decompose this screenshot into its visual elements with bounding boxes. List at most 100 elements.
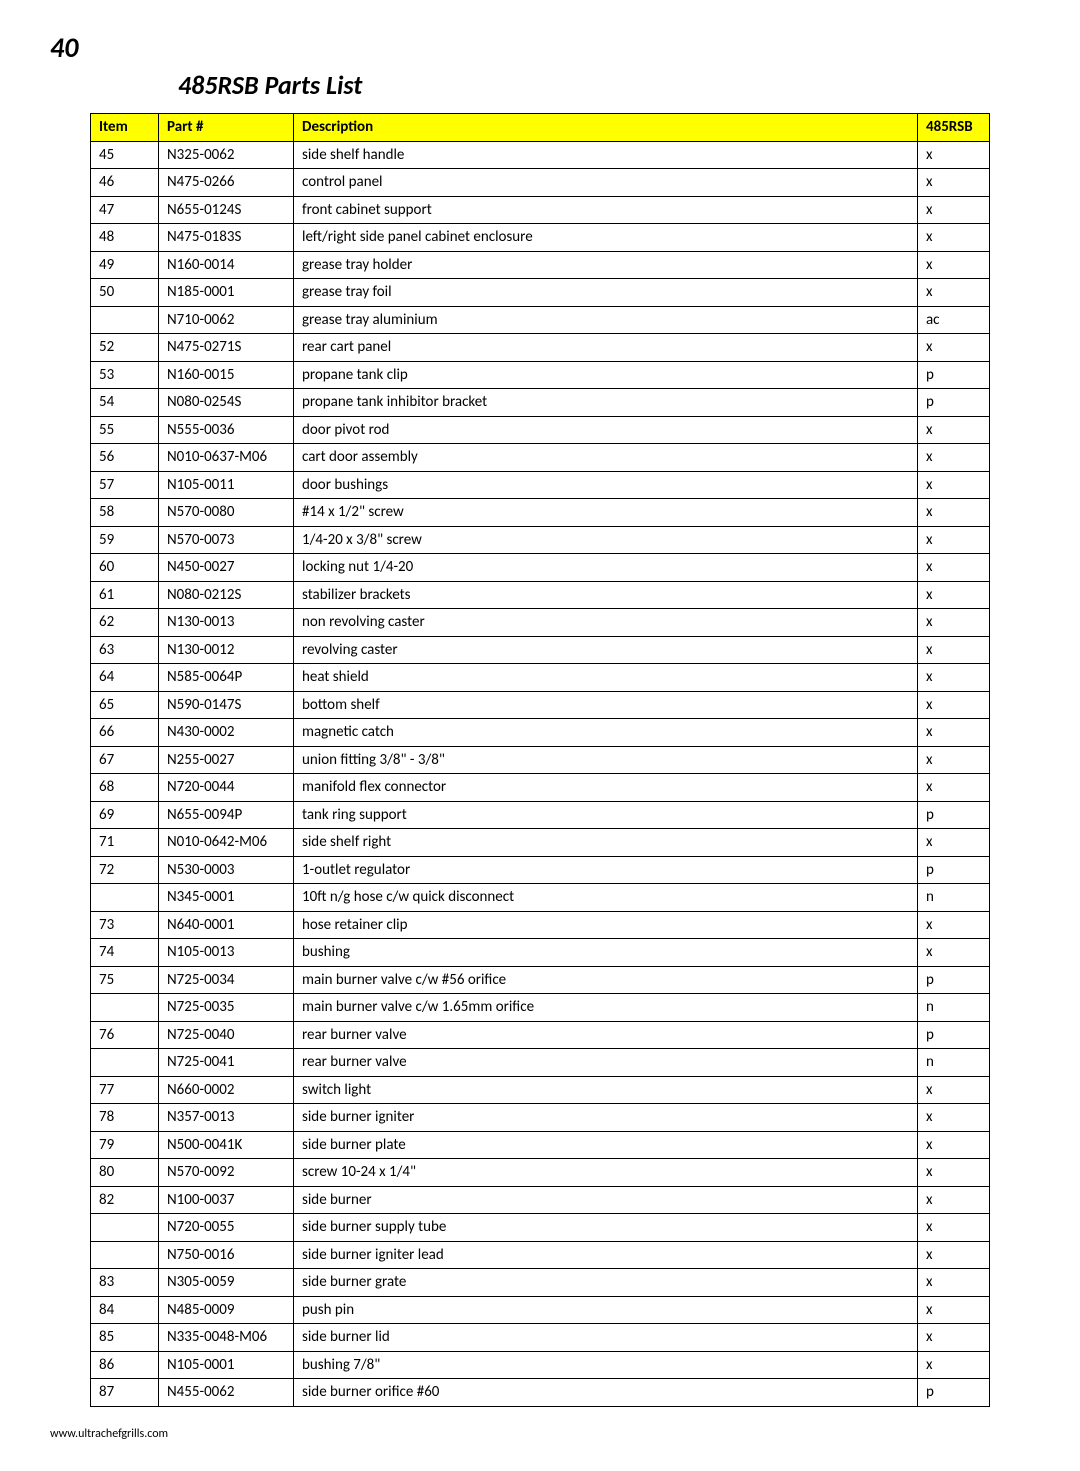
- cell-part: N720-0044: [159, 774, 294, 802]
- cell-rsb: x: [918, 719, 990, 747]
- cell-part: N160-0014: [159, 251, 294, 279]
- cell-item: 64: [91, 664, 159, 692]
- table-row: 74N105-0013bushingx: [91, 939, 990, 967]
- cell-desc: revolving caster: [294, 636, 918, 664]
- cell-rsb: p: [918, 361, 990, 389]
- cell-desc: front cabinet support: [294, 196, 918, 224]
- cell-desc: side burner igniter: [294, 1104, 918, 1132]
- cell-desc: non revolving caster: [294, 609, 918, 637]
- cell-rsb: p: [918, 389, 990, 417]
- cell-desc: propane tank inhibitor bracket: [294, 389, 918, 417]
- table-row: 77N660-0002switch lightx: [91, 1076, 990, 1104]
- cell-rsb: p: [918, 801, 990, 829]
- cell-desc: side burner igniter lead: [294, 1241, 918, 1269]
- table-row: 86N105-0001bushing 7/8"x: [91, 1351, 990, 1379]
- cell-item: 60: [91, 554, 159, 582]
- cell-rsb: x: [918, 169, 990, 197]
- cell-rsb: x: [918, 526, 990, 554]
- col-header-rsb: 485RSB: [918, 114, 990, 142]
- cell-rsb: x: [918, 1186, 990, 1214]
- cell-desc: grease tray aluminium: [294, 306, 918, 334]
- cell-part: N570-0092: [159, 1159, 294, 1187]
- col-header-desc: Description: [294, 114, 918, 142]
- cell-rsb: p: [918, 856, 990, 884]
- page-number: 40: [50, 30, 990, 65]
- cell-item: 84: [91, 1296, 159, 1324]
- cell-rsb: x: [918, 939, 990, 967]
- cell-part: N725-0035: [159, 994, 294, 1022]
- table-row: N710-0062grease tray aluminiumac: [91, 306, 990, 334]
- table-row: 46N475-0266control panelx: [91, 169, 990, 197]
- cell-item: 63: [91, 636, 159, 664]
- cell-rsb: x: [918, 636, 990, 664]
- table-row: 67N255-0027union fitting 3/8" - 3/8"x: [91, 746, 990, 774]
- cell-rsb: x: [918, 499, 990, 527]
- cell-desc: rear cart panel: [294, 334, 918, 362]
- table-row: N725-0041rear burner valven: [91, 1049, 990, 1077]
- table-row: 53N160-0015propane tank clipp: [91, 361, 990, 389]
- table-row: N720-0055side burner supply tubex: [91, 1214, 990, 1242]
- cell-item: 69: [91, 801, 159, 829]
- table-row: 61N080-0212Sstabilizer bracketsx: [91, 581, 990, 609]
- cell-desc: grease tray foil: [294, 279, 918, 307]
- cell-item: 85: [91, 1324, 159, 1352]
- cell-desc: #14 x 1/2" screw: [294, 499, 918, 527]
- cell-rsb: x: [918, 471, 990, 499]
- cell-item: 87: [91, 1379, 159, 1407]
- cell-item: [91, 1214, 159, 1242]
- cell-item: 66: [91, 719, 159, 747]
- cell-item: [91, 994, 159, 1022]
- cell-part: N080-0212S: [159, 581, 294, 609]
- table-row: 85N335-0048-M06side burner lidx: [91, 1324, 990, 1352]
- cell-rsb: x: [918, 416, 990, 444]
- cell-part: N485-0009: [159, 1296, 294, 1324]
- cell-part: N255-0027: [159, 746, 294, 774]
- cell-part: N325-0062: [159, 141, 294, 169]
- cell-part: N475-0266: [159, 169, 294, 197]
- cell-rsb: x: [918, 141, 990, 169]
- cell-part: N570-0073: [159, 526, 294, 554]
- table-row: 78N357-0013side burner igniterx: [91, 1104, 990, 1132]
- cell-part: N130-0012: [159, 636, 294, 664]
- cell-item: 52: [91, 334, 159, 362]
- cell-item: [91, 1049, 159, 1077]
- table-row: N725-0035main burner valve c/w 1.65mm or…: [91, 994, 990, 1022]
- cell-rsb: x: [918, 554, 990, 582]
- cell-desc: heat shield: [294, 664, 918, 692]
- cell-item: 72: [91, 856, 159, 884]
- page-container: 40 485RSB Parts List Item Part # Descrip…: [0, 0, 1080, 1471]
- cell-item: 62: [91, 609, 159, 637]
- cell-desc: control panel: [294, 169, 918, 197]
- cell-desc: hose retainer clip: [294, 911, 918, 939]
- table-row: 49N160-0014grease tray holderx: [91, 251, 990, 279]
- cell-rsb: x: [918, 334, 990, 362]
- cell-rsb: x: [918, 829, 990, 857]
- table-row: 58N570-0080#14 x 1/2" screwx: [91, 499, 990, 527]
- cell-desc: push pin: [294, 1296, 918, 1324]
- cell-desc: main burner valve c/w #56 orifice: [294, 966, 918, 994]
- table-row: 65N590-0147Sbottom shelfx: [91, 691, 990, 719]
- cell-part: N130-0013: [159, 609, 294, 637]
- cell-item: 46: [91, 169, 159, 197]
- cell-desc: main burner valve c/w 1.65mm orifice: [294, 994, 918, 1022]
- cell-rsb: x: [918, 581, 990, 609]
- cell-part: N455-0062: [159, 1379, 294, 1407]
- cell-rsb: x: [918, 1104, 990, 1132]
- cell-desc: grease tray holder: [294, 251, 918, 279]
- table-row: 82N100-0037side burnerx: [91, 1186, 990, 1214]
- cell-item: 59: [91, 526, 159, 554]
- cell-part: N530-0003: [159, 856, 294, 884]
- cell-desc: 10ft n/g hose c/w quick disconnect: [294, 884, 918, 912]
- cell-desc: manifold flex connector: [294, 774, 918, 802]
- cell-desc: switch light: [294, 1076, 918, 1104]
- cell-item: 68: [91, 774, 159, 802]
- cell-part: N430-0002: [159, 719, 294, 747]
- cell-rsb: p: [918, 966, 990, 994]
- page-title: 485RSB Parts List: [178, 69, 990, 101]
- cell-rsb: x: [918, 1241, 990, 1269]
- table-row: 79N500-0041Kside burner platex: [91, 1131, 990, 1159]
- cell-desc: bushing 7/8": [294, 1351, 918, 1379]
- cell-item: 61: [91, 581, 159, 609]
- cell-rsb: x: [918, 911, 990, 939]
- cell-item: 50: [91, 279, 159, 307]
